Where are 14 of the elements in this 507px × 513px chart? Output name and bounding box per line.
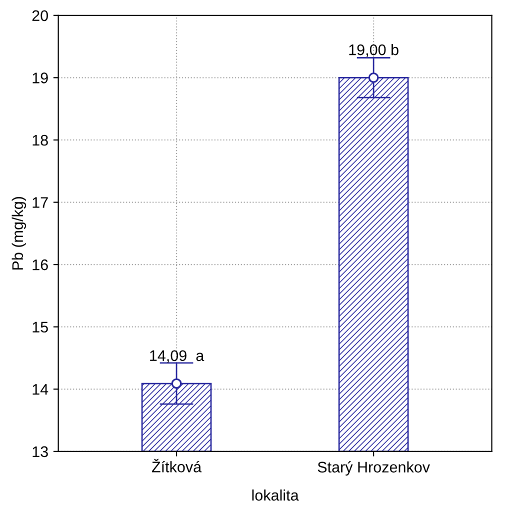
x-tick-label: Starý Hrozenkov — [318, 461, 430, 476]
y-tick-label: 15 — [32, 322, 48, 333]
y-tick-label: 20 — [32, 10, 48, 22]
x-tick-label: Žítková — [152, 458, 202, 472]
x-axis-title: lokalita — [252, 489, 299, 501]
y-axis-title: Pb (mg/kg) — [12, 197, 26, 270]
data-label: 14,09 a — [150, 350, 204, 363]
y-tick-label: 19 — [32, 72, 48, 84]
y-tick-label: 13 — [32, 446, 48, 458]
data-label: 19,00 b — [349, 44, 398, 58]
y-tick-label: 18 — [32, 134, 48, 146]
y-tick-label: 17 — [32, 197, 48, 208]
y-tick-label: 14 — [32, 384, 48, 395]
y-tick-label: 16 — [32, 259, 48, 270]
